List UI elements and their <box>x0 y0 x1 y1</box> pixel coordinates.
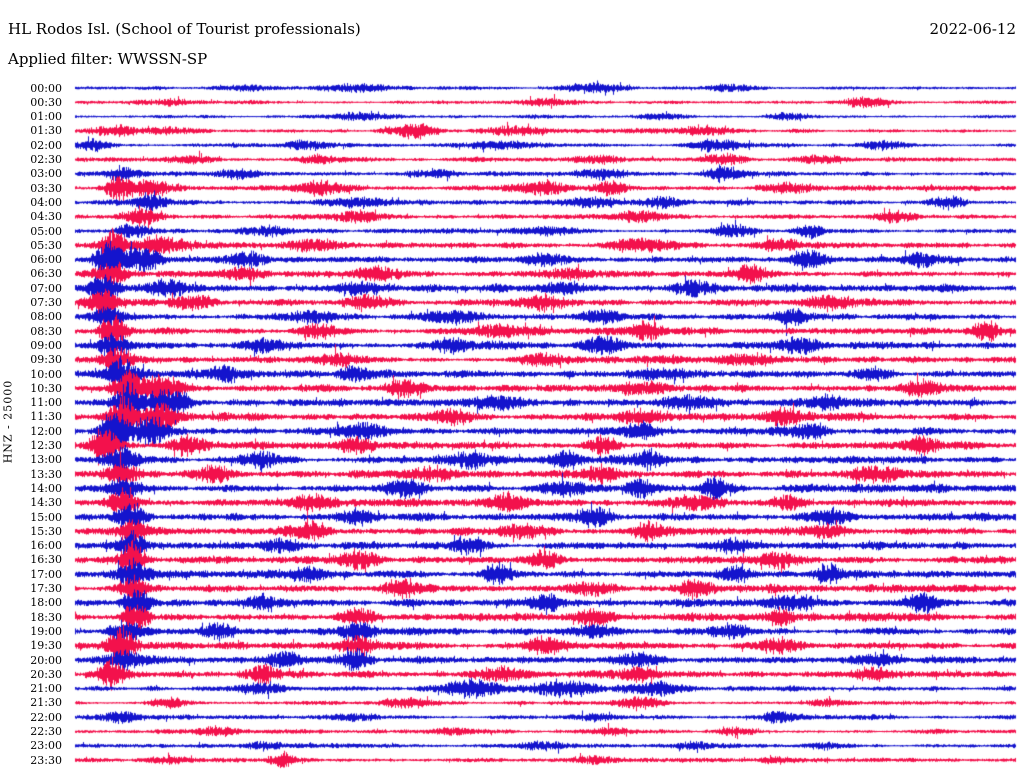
time-label: 13:00 <box>30 453 62 467</box>
time-label: 12:00 <box>30 424 62 438</box>
time-label: 04:30 <box>30 210 62 224</box>
time-label: 05:00 <box>30 224 62 238</box>
time-label: 11:00 <box>30 396 62 410</box>
time-label: 06:00 <box>30 253 62 267</box>
time-label: 09:30 <box>30 353 62 367</box>
time-label: 01:30 <box>30 124 62 138</box>
time-label: 03:30 <box>30 181 62 195</box>
time-label: 23:00 <box>30 739 62 753</box>
time-label: 14:30 <box>30 496 62 510</box>
time-label: 15:00 <box>30 510 62 524</box>
time-label: 02:00 <box>30 138 62 152</box>
time-label: 11:30 <box>30 410 62 424</box>
time-label: 10:30 <box>30 381 62 395</box>
time-label: 12:30 <box>30 439 62 452</box>
time-label: 16:30 <box>30 553 62 567</box>
time-label: 08:30 <box>30 324 62 338</box>
time-label: 19:30 <box>30 639 62 653</box>
time-label: 15:30 <box>30 524 62 538</box>
time-label: 10:00 <box>30 367 62 381</box>
time-label: 17:30 <box>30 582 62 595</box>
time-label: 00:30 <box>30 95 62 109</box>
time-label: 18:00 <box>30 596 62 610</box>
time-label: 06:30 <box>30 267 62 281</box>
time-label: 18:30 <box>30 610 62 624</box>
time-label: 03:00 <box>30 167 62 181</box>
time-label: 04:00 <box>30 195 62 209</box>
time-label: 19:00 <box>30 624 62 638</box>
time-label: 07:30 <box>30 296 62 309</box>
time-label: 08:00 <box>30 310 62 324</box>
time-label: 01:00 <box>30 110 62 124</box>
time-label: 22:00 <box>30 710 62 724</box>
time-label: 07:00 <box>30 281 62 295</box>
time-label: 02:30 <box>30 153 62 166</box>
time-label: 21:00 <box>30 682 62 696</box>
time-label: 23:30 <box>30 753 62 767</box>
time-label: 00:00 <box>30 81 62 95</box>
time-label: 21:30 <box>30 696 62 710</box>
time-label: 14:00 <box>30 481 62 495</box>
time-label: 22:30 <box>30 725 62 738</box>
time-label: 09:00 <box>30 338 62 352</box>
time-label: 16:00 <box>30 539 62 553</box>
time-label: 05:30 <box>30 238 62 252</box>
time-label: 17:00 <box>30 567 62 581</box>
time-label: 20:30 <box>30 667 62 681</box>
time-label: 20:00 <box>30 653 62 667</box>
time-label: 13:30 <box>30 467 62 481</box>
